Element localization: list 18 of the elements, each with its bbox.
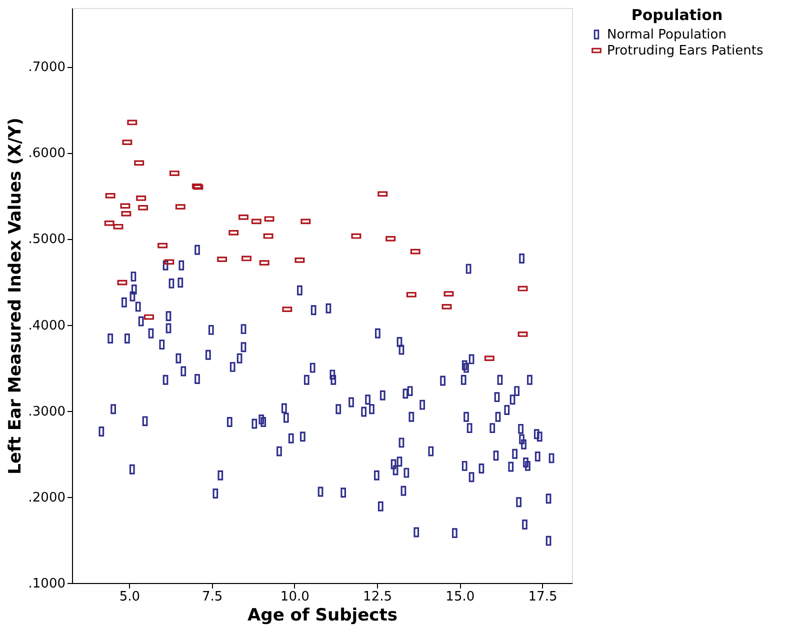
y-tick-label: .5000 — [28, 232, 66, 248]
y-tick-label: .3000 — [28, 404, 66, 420]
y-tick-label: .2000 — [28, 490, 66, 506]
x-tick-label: 17.5 — [528, 590, 558, 604]
x-tick-label: 12.5 — [363, 590, 392, 604]
legend-label: Normal Population — [607, 28, 726, 42]
y-tick-label: .7000 — [28, 60, 66, 76]
x-tick-label: 5.0 — [119, 590, 140, 604]
x-tick-label: 10.0 — [280, 590, 310, 604]
y-tick-label: .4000 — [28, 318, 66, 334]
legend-label: Protruding Ears Patients — [607, 44, 764, 58]
x-axis-title: Age of Subjects — [248, 606, 398, 626]
legend-title: Population — [631, 6, 723, 24]
x-tick-label: 7.5 — [202, 590, 223, 604]
y-axis-title: Left Ear Measured Index Values (X/Y) — [5, 118, 26, 474]
y-tick-label: .1000 — [28, 576, 66, 592]
y-tick-label: .6000 — [28, 146, 66, 162]
x-tick-label: 15.0 — [446, 590, 475, 604]
